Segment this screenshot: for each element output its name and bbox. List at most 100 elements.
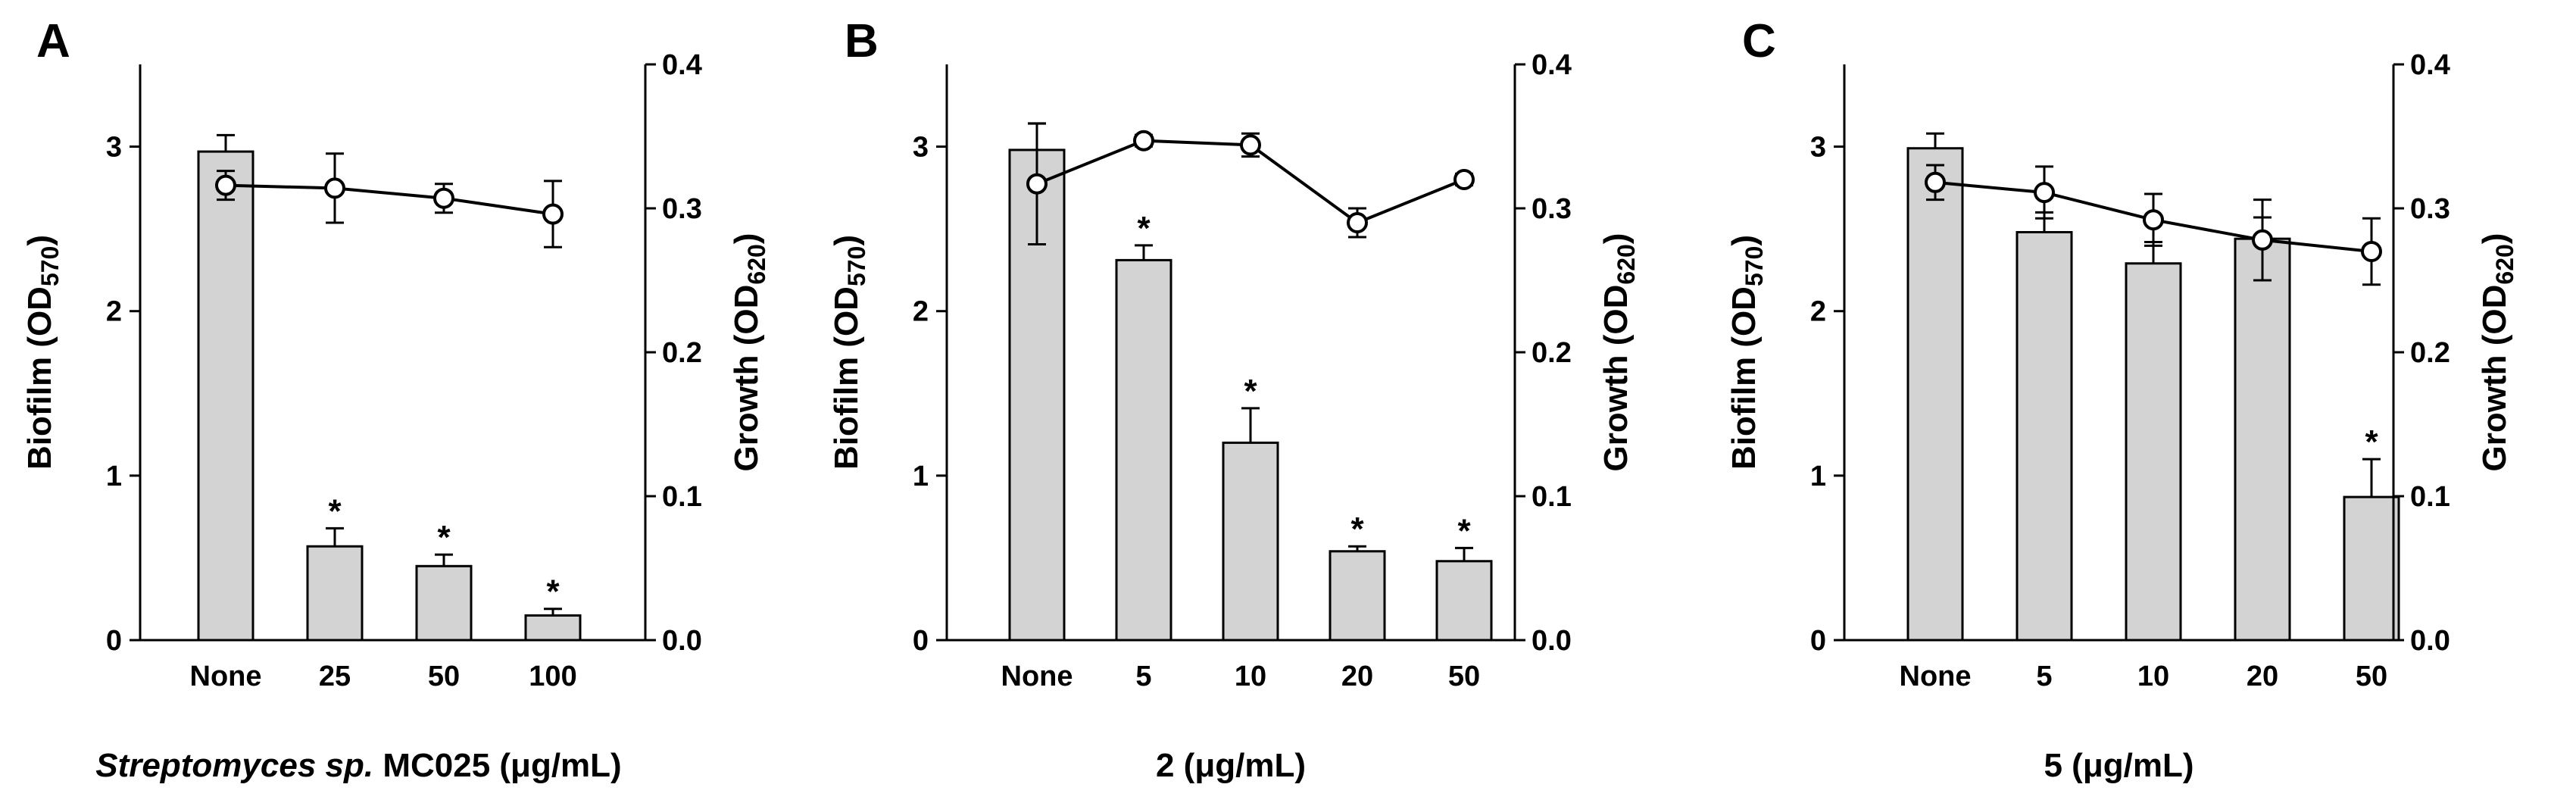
left-axis-title-sub: 570 (36, 246, 64, 286)
panel-a: A * * * 0 1 2 3 0.0 0.1 0.2 0.3 0.4 None 25 50 100 Biofil… (21, 15, 770, 784)
right-tick-label: 0.3 (2410, 193, 2450, 225)
right-tick-label: 0.0 (2410, 625, 2450, 657)
right-axis-title-sub: 620 (1613, 244, 1640, 284)
growth-point (2034, 182, 2055, 204)
left-tick-label: 2 (106, 296, 122, 328)
panel-b: B * * * * 0 1 2 3 0.0 0.1 0.2 0.3 0.4 None 5 10 20 50 Biofi… (828, 15, 1640, 784)
category-label: 20 (2247, 661, 2278, 692)
right-tick-label: 0.1 (2410, 481, 2450, 513)
category-label: 10 (1235, 661, 1266, 692)
growth-point (324, 177, 345, 199)
growth-point (2143, 209, 2164, 231)
left-axis-title-end: ) (1725, 235, 1763, 246)
left-axis-title-sub: 570 (843, 246, 870, 286)
right-tick-label: 0.2 (2410, 337, 2450, 369)
significance-marker: * (437, 519, 451, 556)
category-label: 5 (2036, 661, 2052, 692)
right-tick-label: 0.1 (1532, 481, 1572, 513)
right-tick-label: 0.3 (1532, 193, 1572, 225)
growth-point (1347, 212, 1368, 233)
left-tick-label: 2 (1810, 296, 1826, 328)
right-axis-title-main: Growth (OD (2476, 285, 2513, 472)
left-tick-label: 1 (1810, 461, 1826, 492)
panel-letter: A (36, 15, 70, 67)
left-axis-title: Biofilm (OD570) (1725, 235, 1768, 470)
left-tick-label: 2 (913, 296, 929, 328)
category-label: 50 (1448, 661, 1480, 692)
left-axis-title-main: Biofilm (OD (21, 286, 58, 470)
growth-point (1453, 169, 1475, 190)
bar (415, 564, 473, 642)
significance-marker: * (1137, 210, 1151, 247)
right-tick-label: 0.4 (2410, 49, 2450, 81)
right-axis-title-sub: 620 (2491, 244, 2518, 284)
x-axis-title-part: 2 (μg/mL) (1156, 747, 1306, 784)
left-axis-title-main: Biofilm (OD (1725, 286, 1763, 470)
bar (2234, 237, 2291, 642)
x-axis-title: Streptomyces sp. MC025 (μg/mL) (95, 747, 621, 784)
significance-marker: * (328, 492, 342, 530)
significance-marker: * (1350, 511, 1364, 548)
category-label: 5 (1135, 661, 1151, 692)
category-label: 10 (2137, 661, 2169, 692)
category-label: 100 (529, 661, 576, 692)
bar (197, 150, 254, 642)
bar (1906, 147, 1964, 642)
right-tick-label: 0.2 (662, 337, 702, 369)
left-tick-label: 1 (106, 461, 122, 492)
right-axis-title-sub: 620 (743, 244, 770, 284)
category-label: None (1001, 661, 1073, 692)
bar (1115, 258, 1172, 642)
growth-point (542, 203, 564, 225)
growth-point (2361, 241, 2382, 262)
left-axis-title-end: ) (828, 235, 865, 246)
panel-c: C * 0 1 2 3 0.0 0.1 0.2 0.3 0.4 None 5 10 20 50 Biofilm … (1725, 15, 2518, 784)
significance-marker: * (2365, 423, 2378, 461)
left-tick-label: 3 (1810, 132, 1826, 164)
bar (2343, 495, 2400, 642)
left-axis-title-main: Biofilm (OD (828, 286, 865, 470)
growth-point (215, 174, 236, 196)
right-axis-title-end: ) (1597, 233, 1635, 245)
category-label: None (190, 661, 262, 692)
x-axis-title-part: 5 (μg/mL) (2044, 747, 2194, 784)
bar (2125, 262, 2182, 642)
significance-marker: * (1244, 373, 1257, 410)
left-tick-label: 0 (106, 625, 122, 657)
left-tick-label: 1 (913, 461, 929, 492)
category-label: 25 (319, 661, 351, 692)
category-label: 50 (428, 661, 460, 692)
bar (1435, 560, 1493, 642)
right-axis-title: Growth (OD620) (1597, 233, 1640, 472)
right-axis-title-end: ) (728, 233, 765, 245)
growth-point (433, 187, 454, 209)
left-tick-label: 3 (106, 132, 122, 164)
bar (306, 545, 364, 642)
x-axis-title: 5 (μg/mL) (2044, 747, 2194, 784)
x-axis-title: 2 (μg/mL) (1156, 747, 1306, 784)
left-axis-title-sub: 570 (1741, 246, 1768, 286)
right-axis-title-main: Growth (OD (1597, 285, 1635, 472)
growth-point (2252, 229, 2273, 251)
x-axis-title-part: MC025 (μg/mL) (373, 747, 622, 784)
category-label: None (1900, 661, 1972, 692)
right-tick-label: 0.1 (662, 481, 702, 513)
significance-marker: * (546, 573, 560, 611)
left-axis-title: Biofilm (OD570) (828, 235, 870, 470)
category-label: 50 (2356, 661, 2387, 692)
right-axis-title: Growth (OD620) (728, 233, 770, 472)
growth-point (1240, 134, 1261, 156)
right-tick-label: 0.3 (662, 193, 702, 225)
right-tick-label: 0.0 (662, 625, 702, 657)
left-axis-title: Biofilm (OD570) (21, 235, 64, 470)
right-tick-label: 0.4 (1532, 49, 1572, 81)
right-axis-title-main: Growth (OD (728, 285, 765, 472)
bar (1329, 550, 1386, 642)
growth-point (1026, 173, 1048, 195)
right-tick-label: 0.2 (1532, 337, 1572, 369)
right-tick-label: 0.4 (662, 49, 702, 81)
right-axis-title-end: ) (2476, 233, 2513, 245)
left-tick-label: 0 (913, 625, 929, 657)
x-axis-title-part: Streptomyces sp. (95, 747, 373, 784)
